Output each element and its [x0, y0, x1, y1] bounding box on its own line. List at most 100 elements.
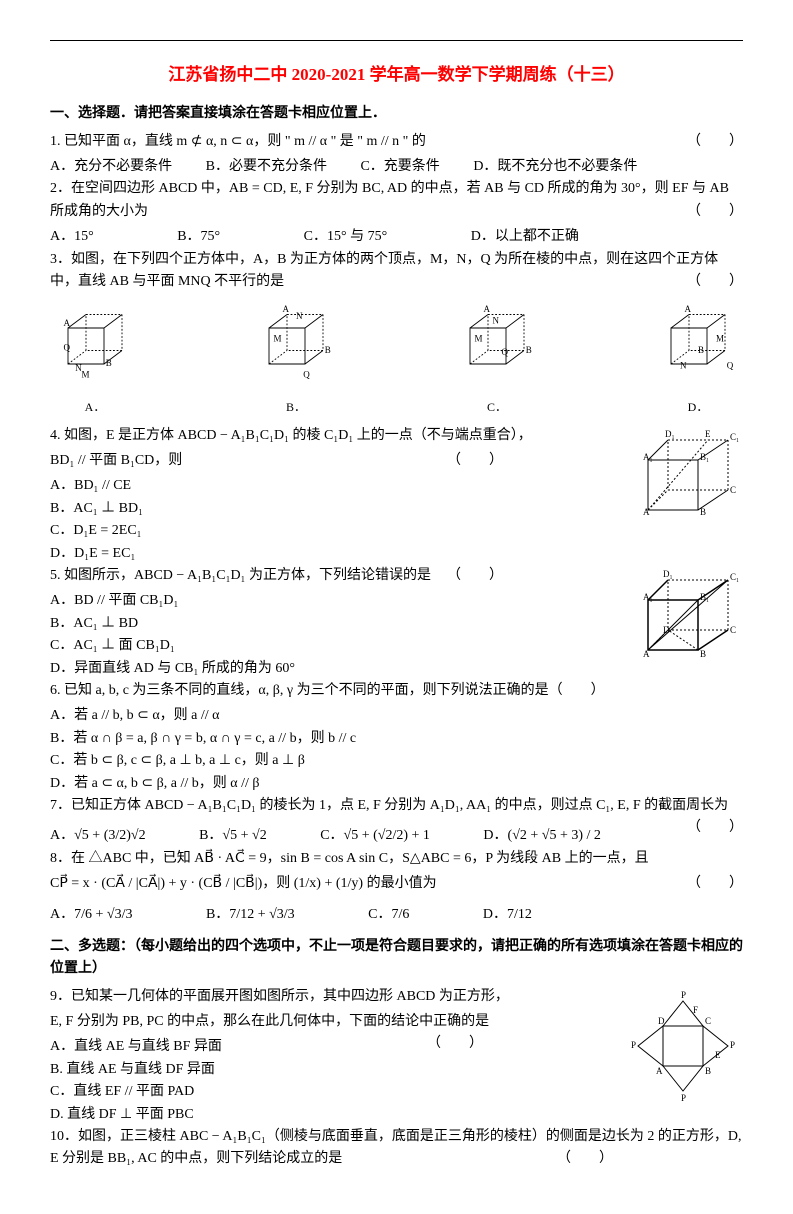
- q5-opt-c: C．AC₁ ⊥ 面 CB₁D₁: [50, 635, 362, 657]
- svg-text:M: M: [82, 370, 90, 380]
- q7-options: A．√5 + (3/2)√2 B．√5 + √2 C．√5 + (√2/2) +…: [50, 825, 743, 847]
- svg-text:C: C: [730, 625, 736, 635]
- svg-text:A: A: [643, 507, 650, 517]
- q7-opt-d: D．(√2 + √5 + 3) / 2: [483, 825, 600, 847]
- section2-heading: 二、多选题：（每小题给出的四个选项中，不止一项是符合题目要求的，请把正确的所有选…: [50, 936, 743, 981]
- q7-opt-b: B．√5 + √2: [199, 825, 267, 847]
- svg-text:P: P: [681, 1093, 686, 1103]
- q2-options: A．15° B．75° C．15° 与 75° D．以上都不正确: [50, 226, 743, 248]
- q9-text1: 9．已知某一几何体的平面展开图如图所示，其中四边形 ABCD 为正方形，: [50, 989, 509, 1004]
- q7-text: 7．已知正方体 ABCD − A₁B₁C₁D₁ 的棱长为 1，点 E, F 分别…: [50, 798, 728, 813]
- svg-text:N: N: [493, 316, 500, 326]
- svg-text:Q: Q: [303, 370, 310, 380]
- q5-paren: （ ）: [447, 565, 503, 587]
- svg-text:P: P: [631, 1040, 636, 1050]
- q8-options: A．7/6 + √3/3 B．7/12 + √3/3 C．7/6 D．7/12: [50, 904, 743, 926]
- svg-text:B: B: [700, 649, 706, 659]
- q2-paren: （ ）: [687, 201, 743, 223]
- svg-text:A: A: [484, 304, 491, 314]
- q3-label-d: D．: [653, 398, 743, 417]
- q5-opt-b: B．AC₁ ⊥ BD: [50, 613, 362, 635]
- question-9b: E, F 分别为 PB, PC 的中点，那么在此几何体中，下面的结论中正确的是 …: [50, 1011, 743, 1033]
- q7-opt-a: A．√5 + (3/2)√2: [50, 825, 146, 847]
- q4-text1: 4. 如图，E 是正方体 ABCD − A₁B₁C₁D₁ 的棱 C₁D₁ 上的一…: [50, 428, 532, 443]
- question-1: 1. 已知平面 α，直线 m ⊄ α, n ⊂ α，则 " m // α " 是…: [50, 131, 743, 153]
- svg-text:M: M: [475, 334, 483, 344]
- q4-paren: （ ）: [447, 450, 503, 472]
- svg-text:C: C: [730, 485, 736, 495]
- q2-opt-c: C．15° 与 75°: [304, 226, 388, 248]
- cube-icon: A Q N M B: [251, 301, 341, 391]
- cube-icon: A B Q M N: [50, 301, 140, 391]
- svg-text:B: B: [700, 507, 706, 517]
- svg-text:B: B: [106, 358, 112, 368]
- svg-text:B: B: [698, 346, 704, 356]
- svg-text:B: B: [325, 346, 331, 356]
- q4-text2: BD₁ // 平面 B₁CD，则: [50, 453, 182, 468]
- section1-heading: 一、选择题．请把答案直接填涂在答题卡相应位置上．: [50, 103, 743, 125]
- q8-opt-a: A．7/6 + √3/3: [50, 904, 132, 926]
- q4-opt-a: A．BD₁ // CE: [50, 475, 362, 497]
- q1-opt-d: D．既不充分也不必要条件: [473, 156, 637, 178]
- svg-text:N: N: [680, 361, 687, 371]
- q1-paren: （ ）: [687, 131, 743, 153]
- svg-text:P: P: [730, 1040, 735, 1050]
- q6-opt-c: C．若 b ⊂ β, c ⊂ β, a ⊥ b, a ⊥ c，则 a ⊥ β: [50, 750, 743, 772]
- q8-text2: CP⃗ = x · (CA⃗ / |CA⃗|) + y · (CB⃗ / |CB…: [50, 876, 437, 891]
- q6-opt-d: D．若 a ⊂ α, b ⊂ β, a // b，则 α // β: [50, 773, 743, 795]
- q4-opt-b: B．AC₁ ⊥ BD₁: [50, 498, 362, 520]
- q3-fig-a: A B Q M N A．: [50, 301, 140, 416]
- q10-text: 10．如图，正三棱柱 ABC − A₁B₁C₁（侧棱与底面垂直，底面是正三角形的…: [50, 1129, 741, 1166]
- svg-text:N: N: [75, 364, 82, 374]
- svg-text:A: A: [643, 649, 650, 659]
- q9-opt-a: A．直线 AE 与直线 BF 异面: [50, 1036, 362, 1058]
- q3-label-c: C．: [452, 398, 542, 417]
- q3-figures: A B Q M N A． A Q N M B B．: [50, 301, 743, 416]
- svg-text:A: A: [656, 1066, 663, 1076]
- q1-opt-b: B．必要不充分条件: [206, 156, 327, 178]
- q6-opt-a: A．若 a // b, b ⊂ α，则 a // α: [50, 705, 743, 727]
- q6-options: A．若 a // b, b ⊂ α，则 a // α B．若 α ∩ β = a…: [50, 705, 743, 795]
- q3-fig-d: A B M N Q D．: [653, 301, 743, 416]
- top-rule: [50, 40, 743, 41]
- question-8: 8．在 △ABC 中，已知 AB⃗ · AC⃗ = 9，sin B = cos …: [50, 848, 743, 870]
- q8-opt-c: C．7/6: [368, 904, 409, 926]
- q9-opt-d: D. 直线 DF ⊥ 平面 PBC: [50, 1104, 362, 1126]
- q6-text: 6. 已知 a, b, c 为三条不同的直线，α, β, γ 为三个不同的平面，…: [50, 683, 605, 698]
- q3-label-b: B．: [251, 398, 341, 417]
- q9-text2: E, F 分别为 PB, PC 的中点，那么在此几何体中，下面的结论中正确的是: [50, 1014, 489, 1029]
- svg-text:A: A: [283, 304, 290, 314]
- svg-text:D: D: [663, 625, 670, 635]
- svg-text:Q: Q: [64, 343, 71, 353]
- q6-opt-b: B．若 α ∩ β = a, β ∩ γ = b, α ∩ γ = c, a /…: [50, 728, 743, 750]
- svg-text:A: A: [64, 319, 71, 329]
- page-title: 江苏省扬中二中 2020-2021 学年高一数学下学期周练（十三）: [50, 61, 743, 88]
- svg-text:M: M: [716, 334, 724, 344]
- cube-icon: A B M N Q: [452, 301, 542, 391]
- question-8b: CP⃗ = x · (CA⃗ / |CA⃗|) + y · (CB⃗ / |CB…: [50, 873, 743, 895]
- question-7: 7．已知正方体 ABCD − A₁B₁C₁D₁ 的棱长为 1，点 E, F 分别…: [50, 795, 743, 817]
- question-4: 4. 如图，E 是正方体 ABCD − A₁B₁C₁D₁ 的棱 C₁D₁ 上的一…: [50, 425, 743, 447]
- q3-label-a: A．: [50, 398, 140, 417]
- q5-text: 5. 如图所示，ABCD − A₁B₁C₁D₁ 为正方体，下列结论错误的是: [50, 568, 431, 583]
- q1-text: 1. 已知平面 α，直线 m ⊄ α, n ⊂ α，则 " m // α " 是…: [50, 134, 426, 149]
- svg-text:N: N: [296, 311, 303, 321]
- q3-text: 3．如图，在下列四个正方体中，A，B 为正方体的两个顶点，M，N，Q 为所在棱的…: [50, 252, 718, 289]
- q8-opt-d: D．7/12: [483, 904, 532, 926]
- q2-opt-d: D．以上都不正确: [471, 226, 579, 248]
- svg-text:B₁: B₁: [700, 592, 709, 602]
- question-2: 2．在空间四边形 ABCD 中，AB = CD, E, F 分别为 BC, AD…: [50, 178, 743, 223]
- question-6: 6. 已知 a, b, c 为三条不同的直线，α, β, γ 为三个不同的平面，…: [50, 680, 743, 702]
- q5-opt-a: A．BD // 平面 CB₁D₁: [50, 590, 362, 612]
- q3-paren: （ ）: [687, 271, 743, 293]
- question-10: 10．如图，正三棱柱 ABC − A₁B₁C₁（侧棱与底面垂直，底面是正三角形的…: [50, 1126, 743, 1171]
- svg-text:B: B: [705, 1066, 711, 1076]
- q8-opt-b: B．7/12 + √3/3: [206, 904, 295, 926]
- q4-opt-d: D．D₁E = EC₁: [50, 543, 362, 565]
- question-3: 3．如图，在下列四个正方体中，A，B 为正方体的两个顶点，M，N，Q 为所在棱的…: [50, 249, 743, 294]
- svg-text:Q: Q: [502, 347, 509, 357]
- q10-paren: （ ）: [557, 1148, 613, 1170]
- q3-fig-b: A Q N M B B．: [251, 301, 341, 416]
- question-4b: BD₁ // 平面 B₁CD，则 （ ）: [50, 450, 743, 472]
- q1-opt-c: C．充要条件: [360, 156, 439, 178]
